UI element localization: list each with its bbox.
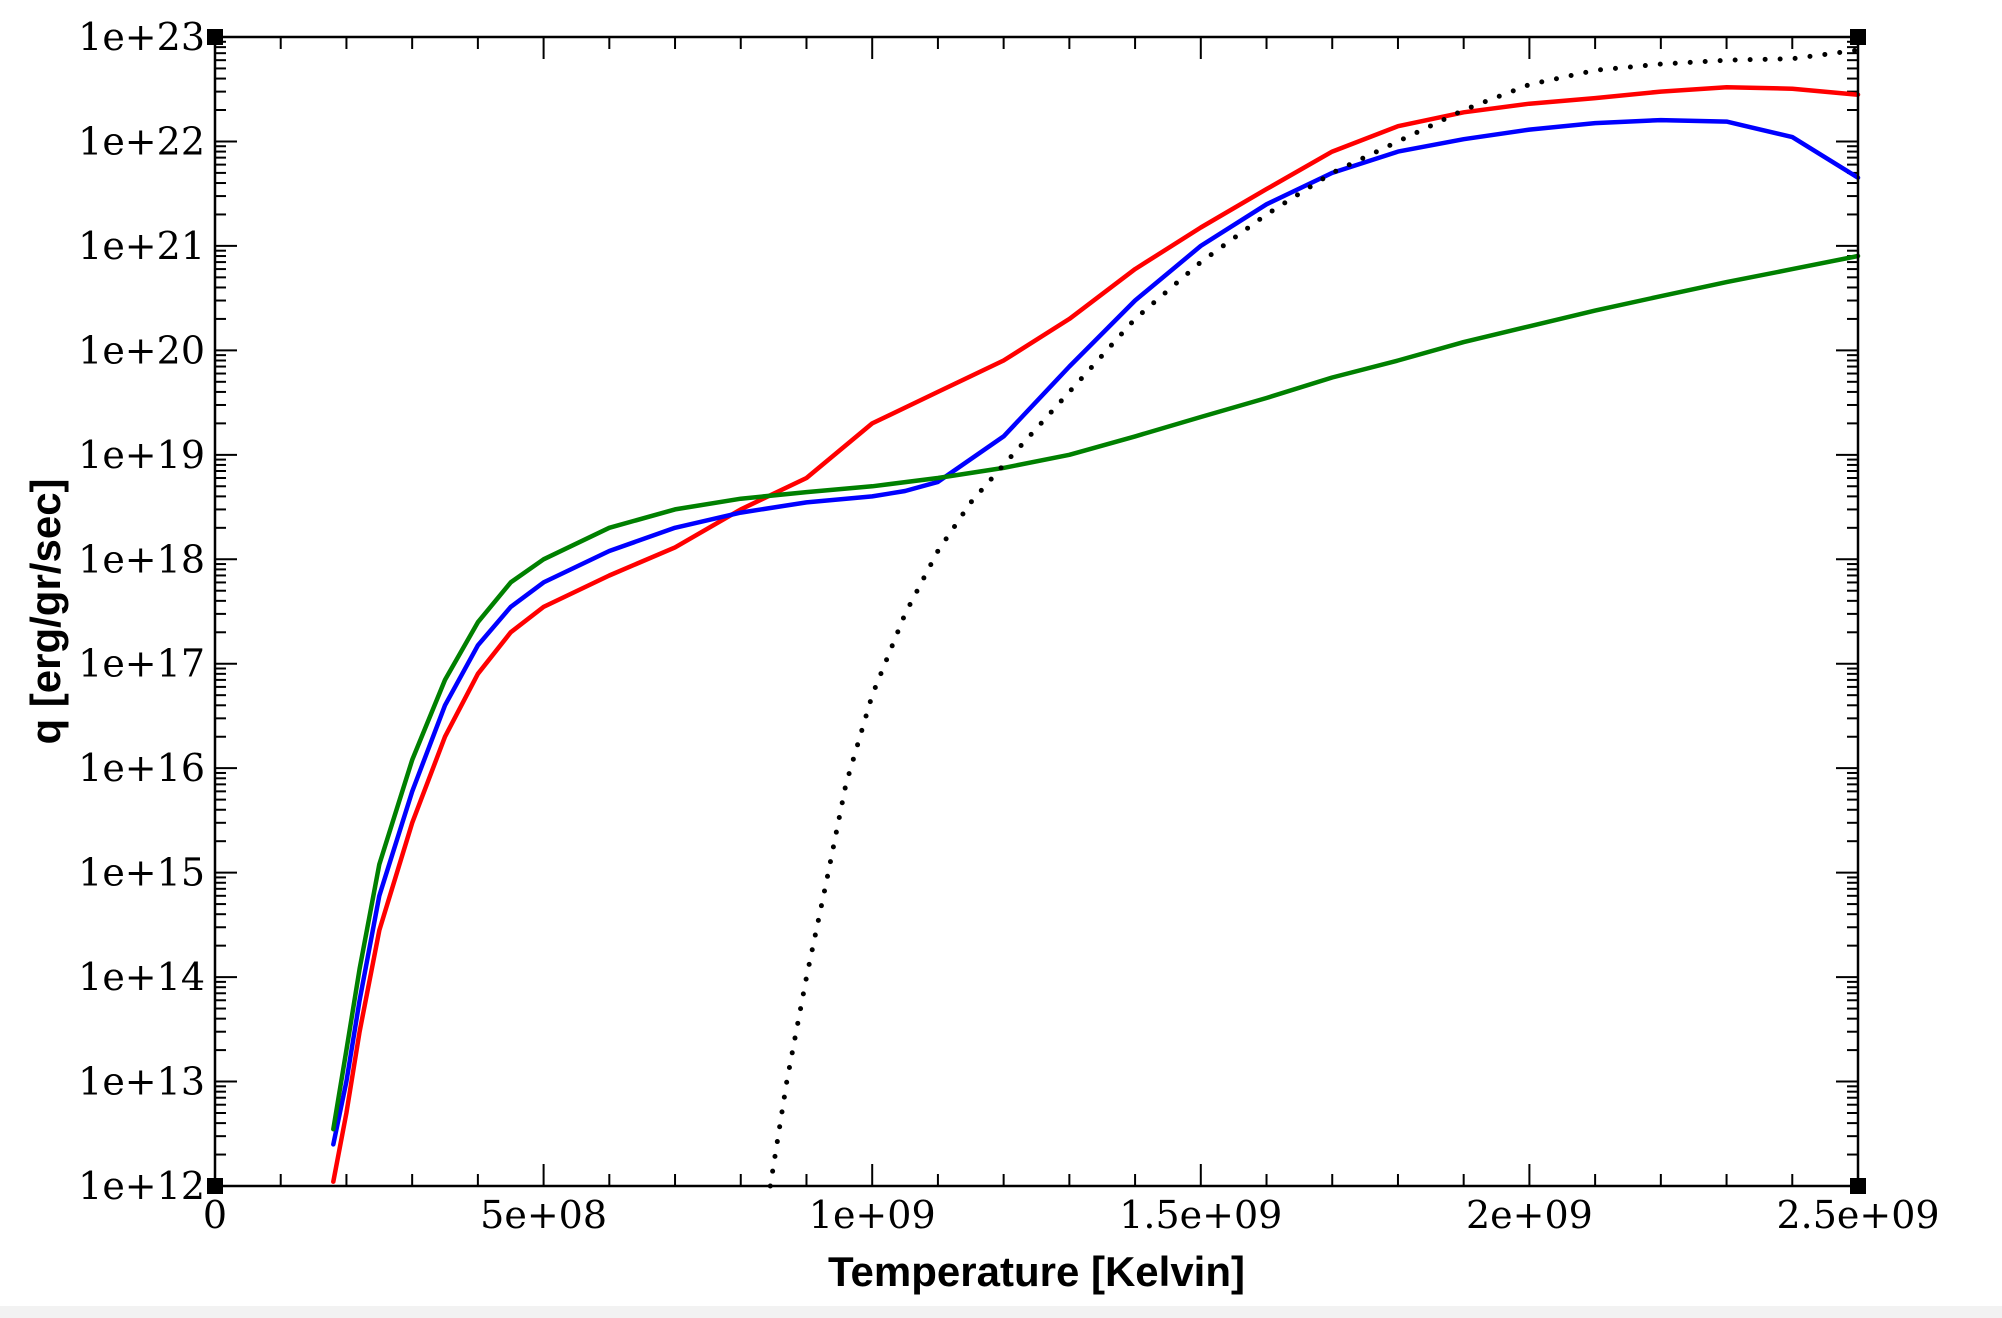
bottom-strip <box>0 1306 2002 1318</box>
x-axis-title: Temperature [Kelvin] <box>828 1248 1245 1295</box>
corner-handle[interactable] <box>207 1178 223 1194</box>
corner-handle[interactable] <box>207 29 223 45</box>
series-line-3 <box>331 253 1861 1132</box>
y-tick-label: 1e+20 <box>78 328 205 372</box>
y-tick-label: 1e+13 <box>78 1060 205 1104</box>
x-tick-label: 0 <box>203 1193 227 1237</box>
series-line-4 <box>767 47 1861 1189</box>
y-tick-label: 1e+16 <box>78 746 205 790</box>
y-tick-label: 1e+14 <box>78 955 205 999</box>
y-tick-label: 1e+19 <box>78 433 205 477</box>
x-tick-label: 2e+09 <box>1466 1193 1593 1237</box>
corner-handle[interactable] <box>1850 29 1866 45</box>
series-line-1 <box>331 85 1861 1184</box>
corner-handle[interactable] <box>1850 1178 1866 1194</box>
axis-tick-labels: 0 5e+08 1e+09 1.5e+09 2e+09 2.5e+09 1e+12 1e+13… <box>78 15 1939 1237</box>
series-line-2 <box>331 117 1861 1147</box>
y-tick-label: 1e+17 <box>78 642 205 686</box>
series-layer <box>331 47 1861 1189</box>
x-tick-label: 2.5e+09 <box>1776 1193 1939 1237</box>
y-tick-label: 1e+23 <box>78 15 205 59</box>
y-tick-label: 1e+12 <box>78 1164 205 1208</box>
y-tick-label: 1e+15 <box>78 851 205 895</box>
plot-frame <box>213 35 1860 1188</box>
y-tick-label: 1e+22 <box>78 119 205 163</box>
y-tick-label: 1e+18 <box>78 537 205 581</box>
y-tick-label: 1e+21 <box>78 224 205 268</box>
x-tick-label: 5e+08 <box>480 1193 607 1237</box>
x-tick-label: 1e+09 <box>809 1193 936 1237</box>
selection-handles[interactable] <box>207 29 1866 1194</box>
y-axis-title: q [erg/gr/sec] <box>22 478 69 744</box>
axis-ticks <box>214 36 1859 1187</box>
x-tick-label: 1.5e+09 <box>1119 1193 1282 1237</box>
